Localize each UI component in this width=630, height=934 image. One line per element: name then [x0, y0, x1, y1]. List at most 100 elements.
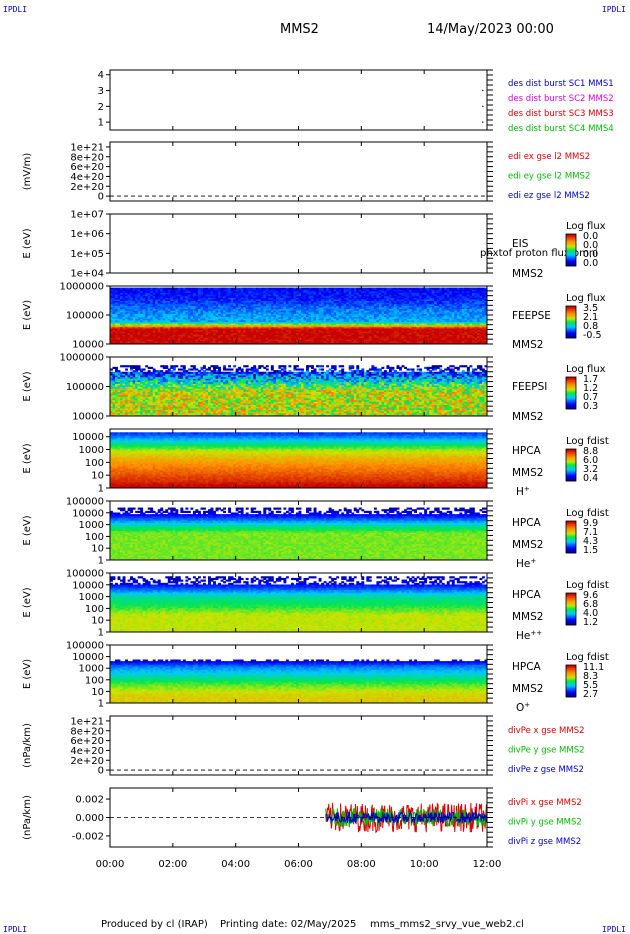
heatmap-cell	[436, 319, 440, 322]
heatmap-cell	[162, 318, 166, 321]
heatmap-cell	[409, 332, 412, 335]
heatmap-cell	[333, 318, 337, 321]
heatmap-cell	[431, 335, 435, 339]
heatmap-cell	[336, 306, 340, 310]
heatmap-cell	[461, 308, 465, 311]
heatmap-cell	[394, 326, 397, 329]
heatmap-cell	[162, 332, 166, 335]
heatmap-cell	[202, 310, 206, 313]
heatmap-cell	[479, 339, 483, 342]
heatmap-cell	[140, 339, 144, 342]
heatmap-cell	[145, 324, 149, 327]
heatmap-cell	[441, 332, 445, 335]
heatmap-cell	[373, 313, 377, 316]
heatmap-cell	[187, 324, 191, 327]
heatmap-cell	[182, 319, 186, 322]
heatmap-cell	[152, 313, 156, 316]
heatmap-cell	[474, 321, 478, 324]
heatmap-cell	[471, 324, 475, 327]
heatmap-cell	[273, 337, 277, 340]
heatmap-cell	[285, 326, 289, 329]
heatmap-cell	[419, 332, 423, 335]
heatmap-cell	[328, 316, 332, 319]
heatmap-cell	[419, 327, 423, 330]
heatmap-cell	[424, 339, 428, 342]
heatmap-cell	[456, 316, 460, 319]
heatmap-cell	[318, 334, 322, 337]
heatmap-cell	[409, 316, 412, 319]
heatmap-cell	[245, 340, 249, 343]
heatmap-cell	[208, 329, 211, 332]
heatmap-cell	[436, 342, 440, 345]
heatmap-cell	[301, 331, 304, 334]
heatmap-cell	[446, 316, 450, 319]
heatmap-cell	[220, 335, 224, 339]
heatmap-cell	[165, 323, 169, 326]
heatmap-cell	[449, 332, 453, 335]
heatmap-cell	[230, 319, 234, 322]
heatmap-cell	[185, 335, 189, 339]
heatmap-cell	[451, 334, 455, 337]
heatmap-cell	[213, 319, 216, 322]
heatmap-cell	[208, 337, 211, 340]
heatmap-cell	[205, 324, 209, 327]
heatmap-cell	[431, 329, 435, 332]
heatmap-cell	[298, 311, 302, 314]
heatmap-cell	[248, 332, 252, 335]
heatmap-cell	[132, 315, 136, 318]
heatmap-cell	[142, 327, 146, 330]
heatmap-cell	[474, 329, 478, 332]
heatmap-cell	[122, 340, 126, 343]
heatmap-cell	[298, 326, 302, 329]
heatmap-cell	[351, 339, 355, 342]
colorbar-cell	[566, 238, 576, 240]
heatmap-cell	[278, 323, 282, 326]
heatmap-cell	[396, 323, 400, 326]
heatmap-cell	[285, 311, 289, 314]
heatmap-cell	[195, 332, 199, 335]
heatmap-cell	[233, 340, 237, 343]
heatmap-cell	[147, 316, 151, 319]
heatmap-cell	[343, 315, 347, 318]
heatmap-cell	[318, 308, 322, 311]
heatmap-cell	[293, 335, 297, 339]
heatmap-cell	[112, 342, 116, 345]
heatmap-cell	[371, 331, 375, 334]
heatmap-cell	[295, 313, 299, 316]
heatmap-cell	[303, 327, 307, 330]
heatmap-cell	[238, 331, 242, 334]
heatmap-cell	[348, 332, 352, 335]
heatmap-cell	[318, 342, 322, 345]
heatmap-cell	[421, 331, 425, 334]
heatmap-cell	[233, 308, 237, 311]
heatmap-cell	[361, 318, 365, 321]
heatmap-cell	[240, 331, 244, 334]
heatmap-cell	[301, 315, 304, 318]
heatmap-cell	[197, 331, 201, 334]
heatmap-cell	[293, 316, 297, 319]
heatmap-cell	[368, 332, 372, 335]
heatmap-cell	[268, 318, 272, 321]
heatmap-cell	[454, 326, 458, 329]
heatmap-cell	[147, 311, 151, 314]
heatmap-cell	[260, 334, 264, 337]
heatmap-cell	[112, 337, 116, 340]
heatmap-cell	[449, 310, 453, 313]
heatmap-cell	[361, 311, 365, 314]
heatmap-cell	[120, 315, 123, 318]
heatmap-cell	[481, 335, 485, 339]
heatmap-cell	[273, 313, 277, 316]
heatmap-cell	[213, 339, 216, 342]
heatmap-cell	[157, 324, 161, 327]
heatmap-cell	[431, 316, 435, 319]
heatmap-cell	[205, 306, 209, 310]
heatmap-cell	[479, 342, 483, 345]
heatmap-cell	[223, 327, 227, 330]
heatmap-cell	[278, 327, 282, 330]
heatmap-cell	[346, 339, 350, 342]
heatmap-cell	[353, 313, 357, 316]
heatmap-cell	[383, 342, 387, 345]
heatmap-cell	[278, 326, 282, 329]
heatmap-cell	[449, 321, 453, 324]
heatmap-cell	[429, 308, 433, 311]
